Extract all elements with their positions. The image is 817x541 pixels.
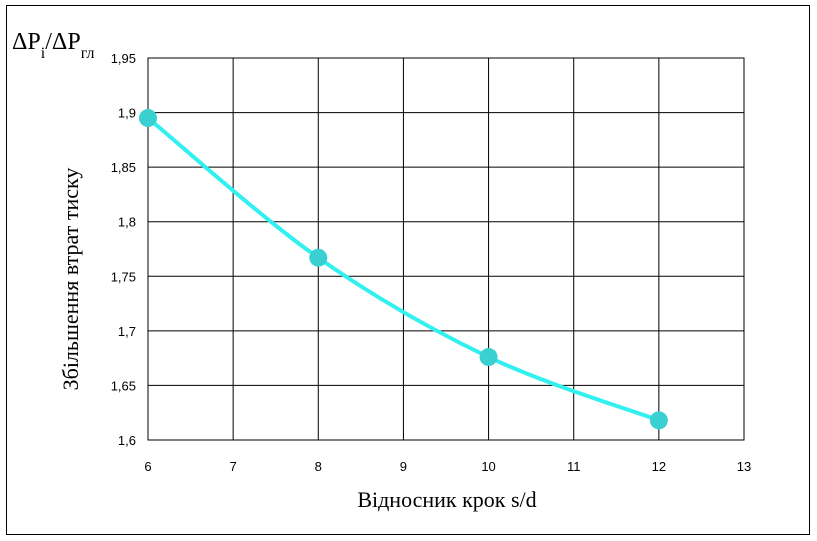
x-tick-label: 7 <box>230 459 237 474</box>
y-axis-title: Збільшення втрат тиску <box>58 168 83 391</box>
grid <box>147 57 745 441</box>
y-tick-label: 1,85 <box>111 160 136 175</box>
y-tick-label: 1,65 <box>111 378 136 393</box>
x-axis-title: Відносник крок s/d <box>357 487 536 512</box>
y-tick-label: 1,9 <box>118 106 136 121</box>
data-point-marker <box>649 411 668 430</box>
y-axis-corner-label: ΔPi/ΔPгл <box>12 29 94 62</box>
plot-area <box>147 57 745 441</box>
x-tick-label: 6 <box>144 459 151 474</box>
y-tick-label: 1,6 <box>118 433 136 448</box>
x-tick-label: 13 <box>737 459 751 474</box>
y-tick-label: 1,95 <box>111 51 136 66</box>
x-axis-ticks: 6 7 8 9 10 11 12 13 <box>144 459 751 474</box>
y-axis-ticks: 1,6 1,65 1,7 1,75 1,8 1,85 1,9 1,95 <box>111 51 136 448</box>
series-line <box>146 116 661 423</box>
x-tick-label: 9 <box>400 459 407 474</box>
x-tick-label: 11 <box>567 459 581 474</box>
x-tick-label: 8 <box>315 459 322 474</box>
y-tick-label: 1,7 <box>118 324 136 339</box>
chart-frame <box>6 5 810 535</box>
data-point-marker <box>309 248 328 267</box>
data-point-marker <box>479 348 498 367</box>
x-tick-label: 12 <box>652 459 666 474</box>
data-point-marker <box>139 109 157 128</box>
y-tick-label: 1,75 <box>111 269 136 284</box>
series-markers <box>139 109 668 430</box>
y-tick-label: 1,8 <box>118 215 136 230</box>
x-tick-label: 10 <box>481 459 495 474</box>
